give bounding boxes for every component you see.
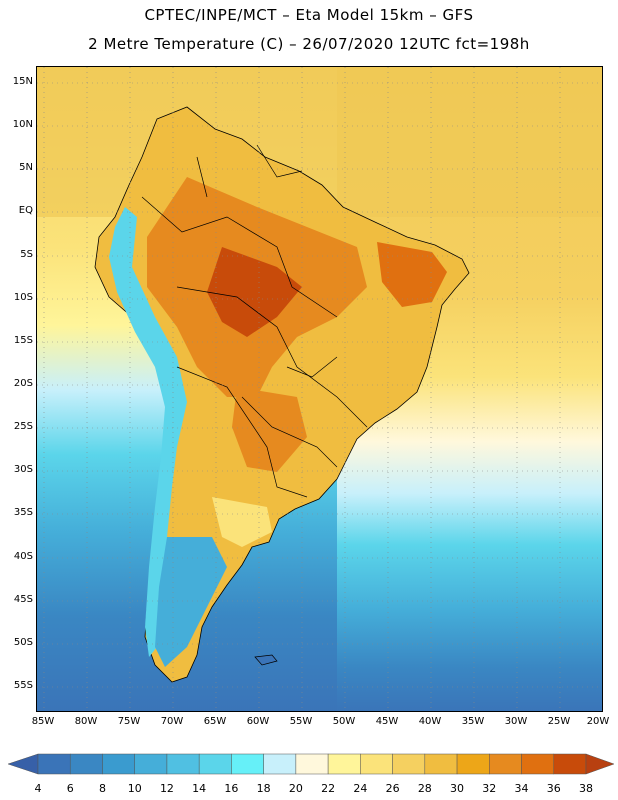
lat-label: 35S <box>13 507 33 518</box>
colorbar-cell <box>102 753 135 775</box>
warm-patch-south <box>232 387 307 472</box>
colorbar-tick-label: 14 <box>192 782 207 795</box>
colorbar-arrow-left <box>7 753 39 775</box>
colorbar-cell <box>37 753 71 775</box>
lat-label: 20S <box>13 378 33 389</box>
lon-label: 40W <box>418 716 442 727</box>
colorbar-cell <box>392 753 426 775</box>
colorbar-tick-label: 38 <box>579 782 593 795</box>
lat-label: 5N <box>19 162 33 173</box>
lon-label: 50W <box>332 716 356 727</box>
temperature-map <box>37 67 602 711</box>
colorbar-cell <box>69 753 103 775</box>
lon-label: 85W <box>31 716 55 727</box>
colorbar-tick-label: 6 <box>66 782 74 795</box>
colorbar-tick-label: 26 <box>385 782 400 795</box>
colorbar-cell <box>198 753 232 775</box>
lon-label: 35W <box>461 716 485 727</box>
colorbar-tick-label: 22 <box>321 782 336 795</box>
lon-label: 65W <box>203 716 227 727</box>
colorbar-cell <box>166 753 200 775</box>
lat-label: 55S <box>13 680 33 691</box>
lat-label: 50S <box>13 637 33 648</box>
colorbar-tick-label: 28 <box>417 782 432 795</box>
warm-patch-ne <box>377 242 447 307</box>
colorbar-cell <box>456 753 490 775</box>
colorbar-cell <box>134 753 168 775</box>
colorbar-tick-label: 36 <box>546 782 561 795</box>
lon-label: 45W <box>375 716 399 727</box>
lat-label: 10N <box>12 119 33 130</box>
lat-label: 5S <box>20 249 33 260</box>
lat-label: 10S <box>13 292 33 303</box>
colorbar-cell <box>327 753 361 775</box>
colorbar-cell <box>295 753 329 775</box>
lon-label: 70W <box>160 716 184 727</box>
colorbar-tick-label: 12 <box>159 782 174 795</box>
colorbar-tick-label: 10 <box>127 782 142 795</box>
lat-label: 30S <box>13 464 33 475</box>
colorbar-tick-label: 18 <box>256 782 271 795</box>
colorbar-cell <box>424 753 458 775</box>
colorbar-cell <box>263 753 297 775</box>
colorbar-tick-label: 20 <box>288 782 303 795</box>
pampas-mild-zone <box>212 497 272 547</box>
lon-label: 80W <box>74 716 98 727</box>
colorbar-cell <box>231 753 264 775</box>
lon-label: 55W <box>289 716 313 727</box>
lat-label: EQ <box>18 205 33 216</box>
lat-label: 15S <box>13 335 33 346</box>
falkland-islands <box>254 654 278 666</box>
colorbar-tick-label: 24 <box>353 782 368 795</box>
lat-label: 15N <box>12 76 33 87</box>
temperature-colorbar <box>7 753 615 775</box>
map-subtitle: 2 Metre Temperature (C) – 26/07/2020 12U… <box>88 35 530 53</box>
andes-cold-strip <box>109 207 187 657</box>
lat-label: 45S <box>13 594 33 605</box>
lon-label: 25W <box>547 716 571 727</box>
colorbar-cell <box>521 753 555 775</box>
map-panel <box>36 66 603 712</box>
lon-label: 20W <box>586 716 610 727</box>
colorbar-tick-label: 4 <box>34 782 42 795</box>
colorbar-cell <box>489 753 522 775</box>
lon-label: 30W <box>504 716 528 727</box>
hottest-core <box>207 247 302 337</box>
country-borders <box>141 144 368 498</box>
lon-label: 60W <box>246 716 270 727</box>
colorbar-tick-label: 16 <box>224 782 239 795</box>
colorbar-tick-label: 30 <box>450 782 465 795</box>
colorbar-tick-label: 32 <box>482 782 497 795</box>
map-title: CPTEC/INPE/MCT – Eta Model 15km – GFS <box>144 6 474 24</box>
colorbar-tick-label: 8 <box>98 782 106 795</box>
lat-label: 25S <box>13 421 33 432</box>
lat-label: 40S <box>13 551 33 562</box>
patagonia-cool-zone <box>155 537 227 667</box>
colorbar-cell <box>360 753 393 775</box>
colorbar-tick-label: 34 <box>514 782 529 795</box>
lon-label: 75W <box>117 716 141 727</box>
colorbar-arrow-right <box>585 753 615 775</box>
colorbar-cell <box>553 753 587 775</box>
